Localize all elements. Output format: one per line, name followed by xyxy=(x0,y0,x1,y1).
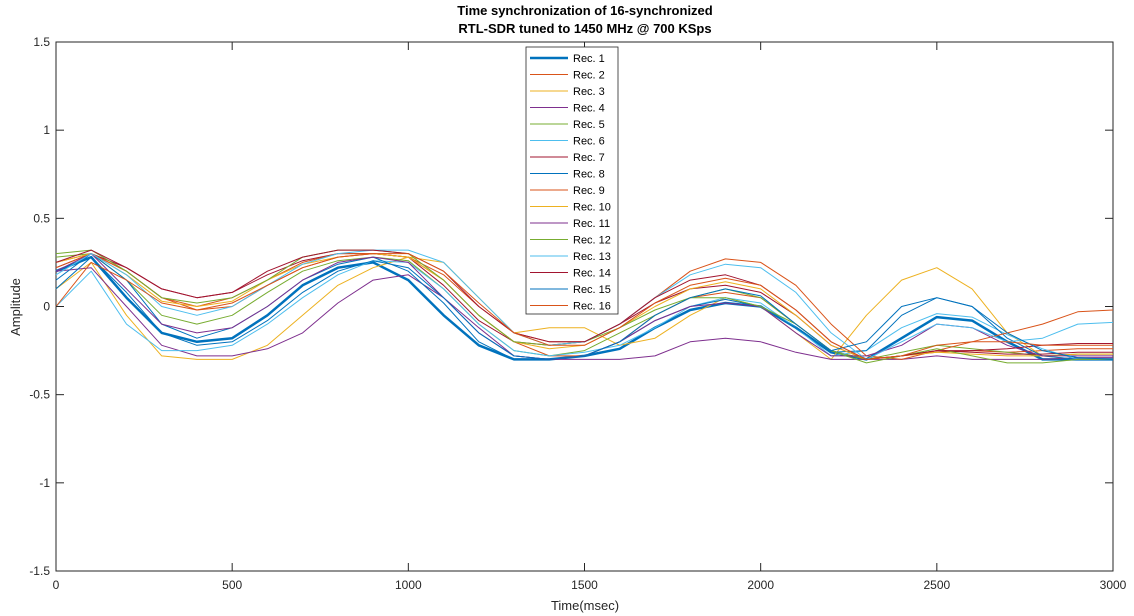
y-tick-label: 0.5 xyxy=(33,211,50,225)
series-lines xyxy=(55,249,1114,364)
legend-label-rec-7: Rec. 7 xyxy=(573,152,605,164)
x-tick-label: 2000 xyxy=(747,578,774,592)
legend-label-rec-3: Rec. 3 xyxy=(573,86,605,98)
legend-label-rec-15: Rec. 15 xyxy=(573,284,611,296)
y-tick-label: -1.5 xyxy=(29,564,50,578)
y-tick-label: 1 xyxy=(43,123,50,137)
y-tick-label: 0 xyxy=(43,300,50,314)
legend-label-rec-8: Rec. 8 xyxy=(573,169,605,181)
y-tick-label: -0.5 xyxy=(29,388,50,402)
y-tick-labels: 1.5 1 0.5 0 -0.5 -1 -1.5 xyxy=(29,35,50,578)
x-tick-label: 1000 xyxy=(395,578,422,592)
legend-label-rec-5: Rec. 5 xyxy=(573,119,605,131)
x-tick-label: 500 xyxy=(222,578,242,592)
x-tick-label: 2500 xyxy=(923,578,950,592)
legend-label-rec-1: Rec. 1 xyxy=(573,53,605,65)
x-axis-label: Time(msec) xyxy=(551,598,619,613)
legend-label-rec-16: Rec. 16 xyxy=(573,301,611,313)
series-line-rec-14 xyxy=(55,249,1113,360)
legend-label-rec-10: Rec. 10 xyxy=(573,202,611,214)
y-tick-label: -1 xyxy=(39,476,50,490)
y-axis-label: Amplitude xyxy=(8,278,23,336)
legend: Rec. 1 Rec. 2 Rec. 3 Rec. 4 Rec. 5 Rec. 6 Rec.… xyxy=(525,46,619,315)
legend-label-rec-4: Rec. 4 xyxy=(573,103,605,115)
chart-subtitle: RTL-SDR tuned to 1450 MHz @ 700 KSps xyxy=(458,21,711,36)
series-line-rec-16 xyxy=(55,253,1113,360)
series-line-rec-15 xyxy=(55,256,1114,360)
x-tick-label: 3000 xyxy=(1100,578,1127,592)
x-tick-label: 1500 xyxy=(571,578,598,592)
legend-label-rec-6: Rec. 6 xyxy=(573,136,605,148)
x-tick-label: 0 xyxy=(53,578,60,592)
series-line-rec-6 xyxy=(55,260,1113,360)
legend-label-rec-13: Rec. 13 xyxy=(573,251,611,263)
legend-label-rec-9: Rec. 9 xyxy=(573,185,605,197)
chart-title: Time synchronization of 16-synchronized xyxy=(457,3,713,18)
legend-label-rec-14: Rec. 14 xyxy=(573,268,611,280)
x-tick-labels: 0 500 1000 1500 2000 2500 3000 xyxy=(53,578,1127,592)
y-tick-label: 1.5 xyxy=(33,35,50,49)
axis-ticks xyxy=(55,41,1114,572)
series-line-rec-4 xyxy=(55,267,1113,360)
legend-label-rec-12: Rec. 12 xyxy=(573,235,611,247)
series-line-rec-3 xyxy=(55,256,1113,360)
legend-label-rec-11: Rec. 11 xyxy=(573,218,610,230)
legend-label-rec-2: Rec. 2 xyxy=(573,70,605,82)
